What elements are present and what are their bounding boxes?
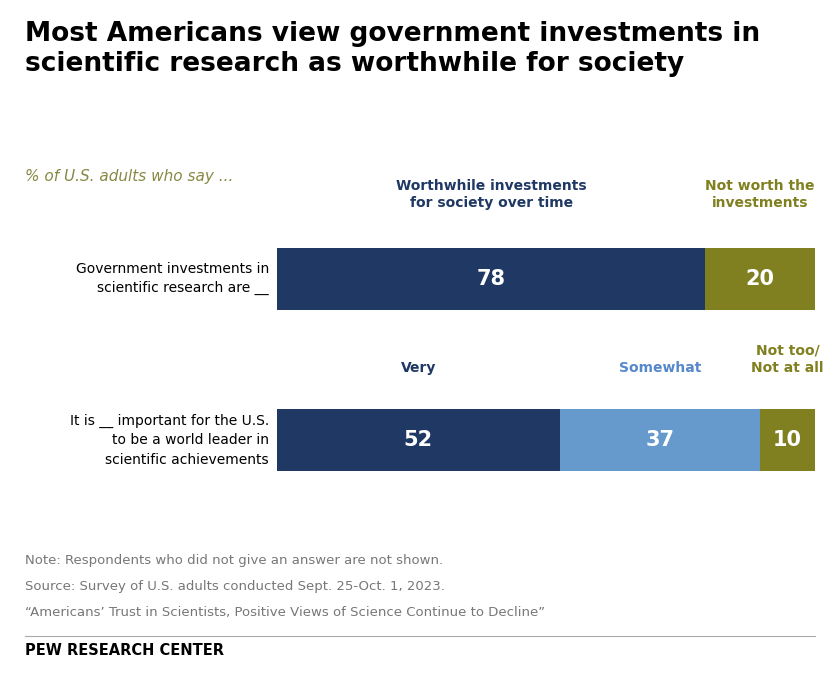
Bar <box>559 409 760 471</box>
Text: It is __ important for the U.S.
to be a world leader in
scientific achievements: It is __ important for the U.S. to be a … <box>70 413 269 467</box>
Text: 10: 10 <box>773 430 802 451</box>
Text: PEW RESEARCH CENTER: PEW RESEARCH CENTER <box>25 643 224 658</box>
Bar <box>277 409 559 471</box>
Text: Not worth the
investments: Not worth the investments <box>706 179 815 210</box>
Bar <box>277 248 705 310</box>
Text: Somewhat: Somewhat <box>619 361 701 375</box>
Text: Worthwhile investments
for society over time: Worthwhile investments for society over … <box>396 179 586 210</box>
Text: “Americans’ Trust in Scientists, Positive Views of Science Continue to Decline”: “Americans’ Trust in Scientists, Positiv… <box>25 606 545 619</box>
Text: Very: Very <box>401 361 436 375</box>
Text: Note: Respondents who did not give an answer are not shown.: Note: Respondents who did not give an an… <box>25 554 444 567</box>
Text: Most Americans view government investments in
scientific research as worthwhile : Most Americans view government investmen… <box>25 21 760 76</box>
Bar <box>760 409 815 471</box>
Text: 37: 37 <box>645 430 675 451</box>
Text: % of U.S. adults who say ...: % of U.S. adults who say ... <box>25 169 234 184</box>
Text: 20: 20 <box>745 268 774 289</box>
Text: 78: 78 <box>476 268 506 289</box>
Text: Source: Survey of U.S. adults conducted Sept. 25-Oct. 1, 2023.: Source: Survey of U.S. adults conducted … <box>25 580 445 593</box>
Bar <box>705 248 815 310</box>
Text: 52: 52 <box>404 430 433 451</box>
Text: Government investments in
scientific research are __: Government investments in scientific res… <box>76 262 269 295</box>
Text: Not too/
Not at all: Not too/ Not at all <box>752 344 824 375</box>
